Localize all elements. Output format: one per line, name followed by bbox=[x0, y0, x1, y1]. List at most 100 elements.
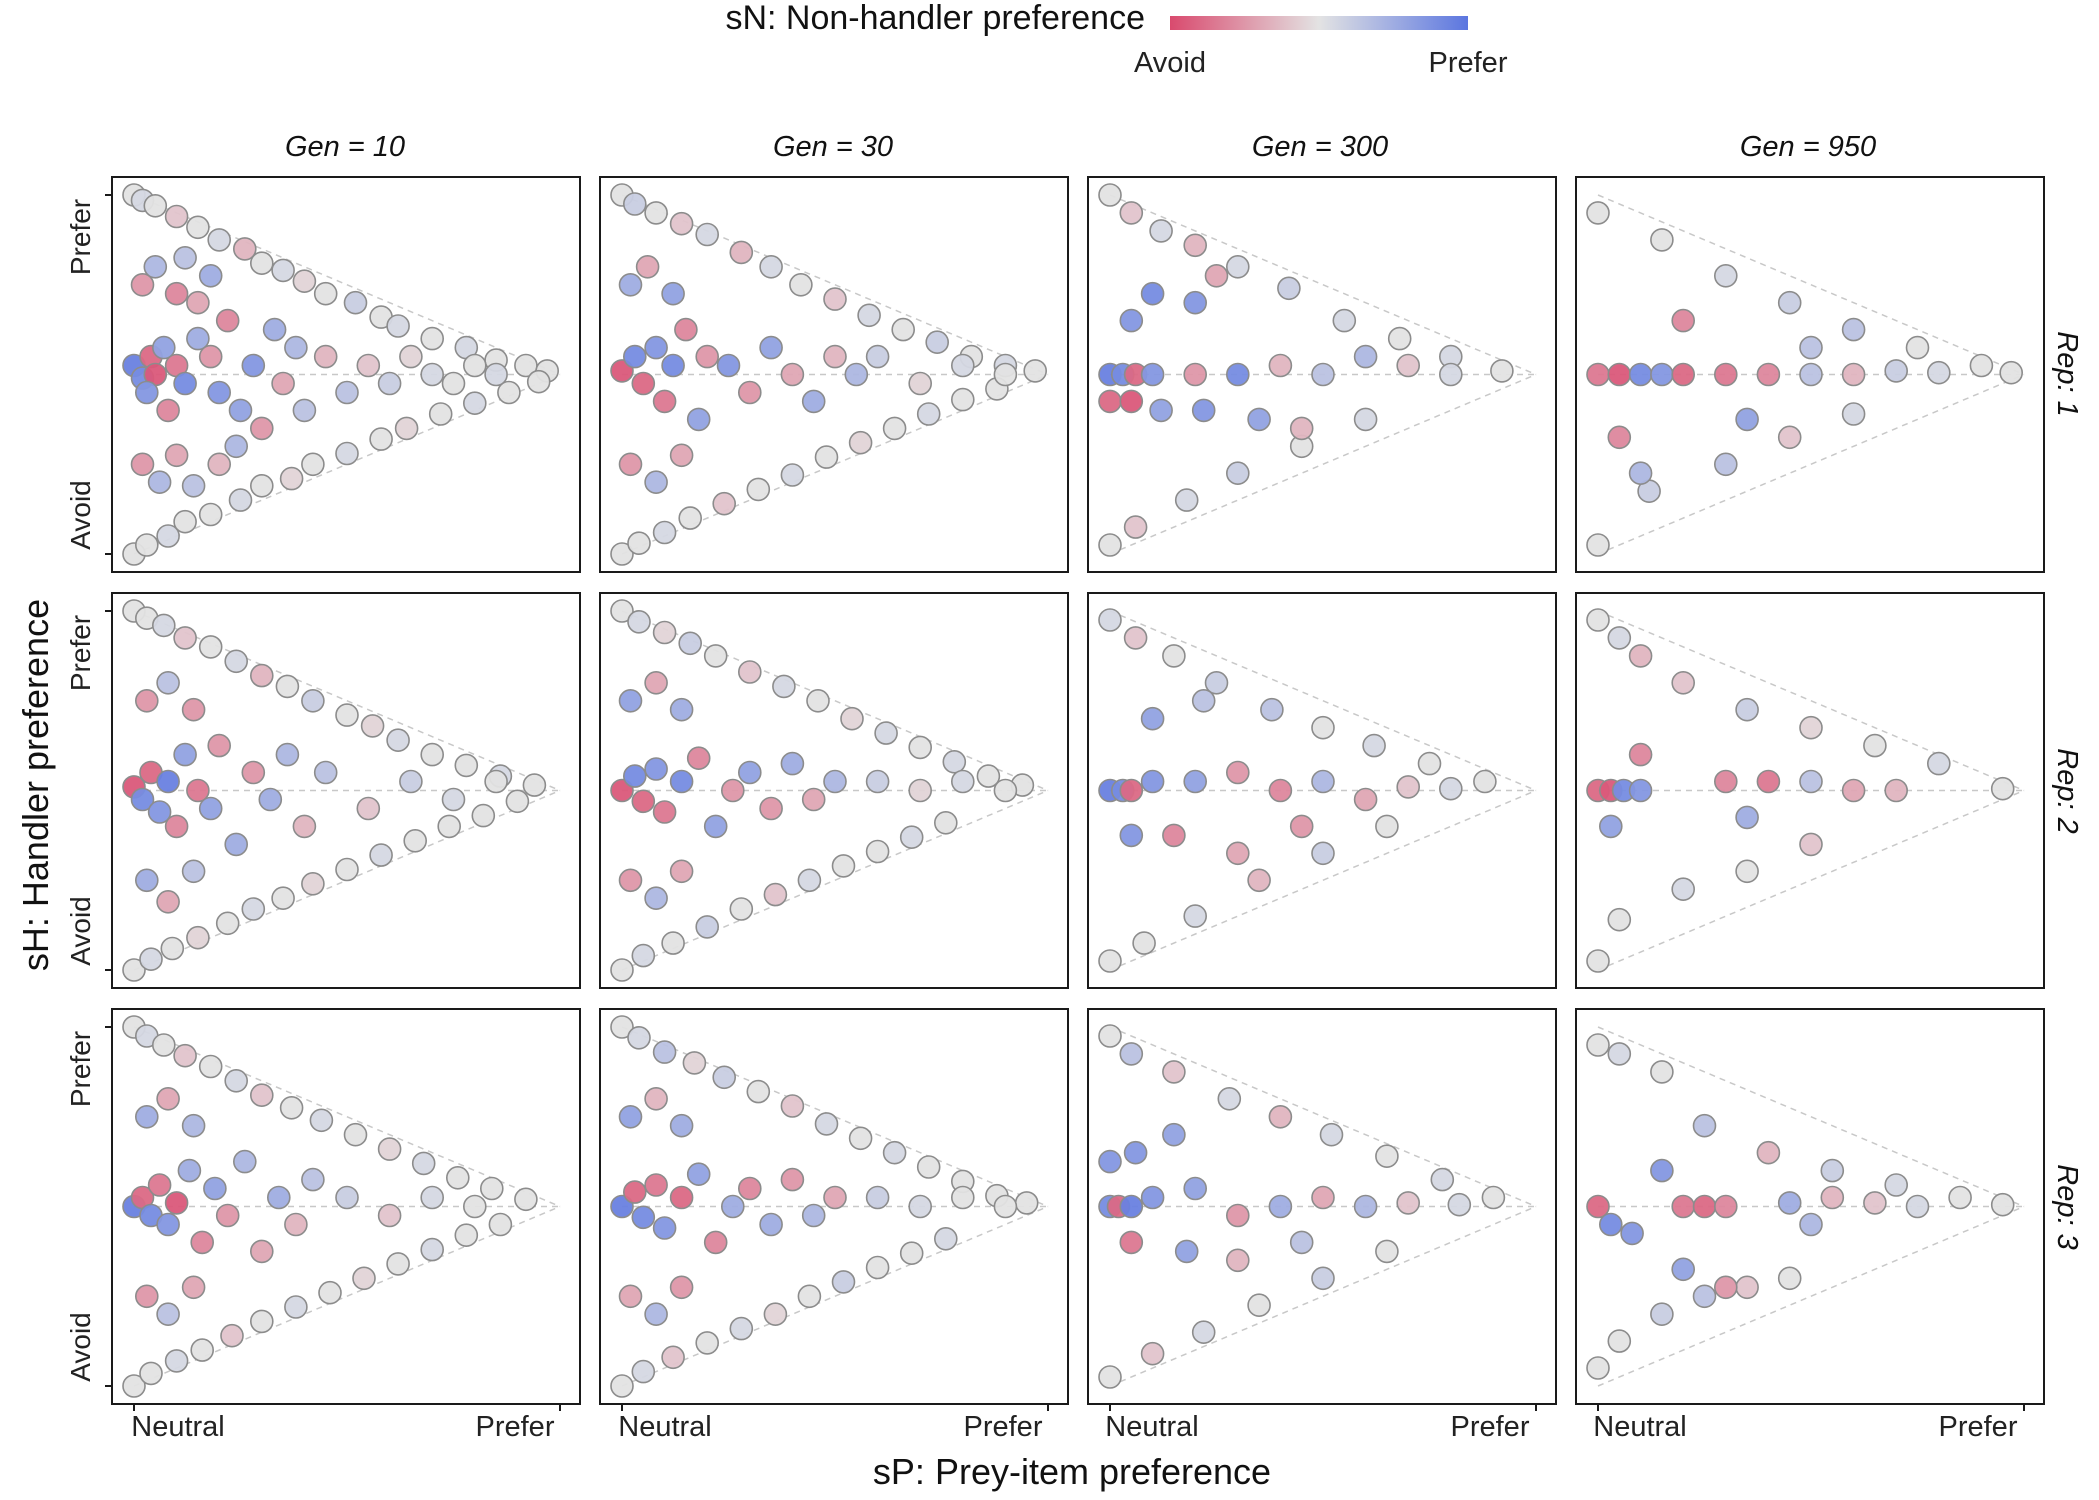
data-point bbox=[916, 402, 941, 426]
data-point bbox=[147, 1173, 172, 1197]
data-point bbox=[729, 897, 754, 921]
data-point bbox=[703, 644, 728, 668]
data-point bbox=[1671, 877, 1695, 902]
data-point bbox=[156, 769, 180, 794]
data-point bbox=[335, 441, 359, 466]
data-point bbox=[420, 326, 445, 351]
data-point bbox=[644, 670, 668, 695]
scatter-panel bbox=[105, 1008, 581, 1411]
data-point bbox=[686, 746, 711, 771]
data-point bbox=[823, 1185, 847, 1210]
data-point bbox=[1714, 1275, 1738, 1300]
data-point bbox=[445, 1166, 470, 1190]
data-point bbox=[631, 1205, 656, 1230]
data-point bbox=[335, 380, 359, 405]
data-point bbox=[618, 868, 643, 893]
data-point bbox=[462, 391, 487, 416]
data-point bbox=[899, 1241, 924, 1265]
data-point bbox=[139, 1361, 163, 1386]
data-point bbox=[173, 245, 197, 270]
data-point bbox=[1620, 1221, 1644, 1246]
data-point bbox=[1119, 823, 1144, 848]
data-point bbox=[1607, 362, 1632, 387]
col-strip-label: Gen = 30 bbox=[773, 131, 893, 163]
data-point bbox=[908, 778, 933, 803]
data-point bbox=[652, 1216, 677, 1240]
data-point bbox=[198, 635, 223, 659]
data-point bbox=[249, 416, 274, 441]
data-point bbox=[1332, 308, 1357, 333]
y-tick-label: Prefer bbox=[65, 1031, 96, 1107]
data-point bbox=[1140, 362, 1165, 387]
data-point bbox=[1628, 461, 1653, 486]
data-point bbox=[249, 1239, 274, 1264]
data-point bbox=[181, 1275, 206, 1300]
data-point bbox=[797, 1284, 822, 1309]
data-point bbox=[399, 344, 423, 369]
data-point bbox=[857, 303, 881, 328]
data-point bbox=[1756, 362, 1781, 387]
data-point bbox=[462, 1194, 487, 1219]
data-point bbox=[369, 427, 393, 451]
data-point bbox=[772, 674, 796, 699]
data-point bbox=[1119, 308, 1144, 333]
panel-frame bbox=[599, 592, 1069, 989]
data-point bbox=[1628, 644, 1653, 668]
data-point bbox=[441, 787, 466, 812]
data-point bbox=[1226, 461, 1250, 486]
data-point bbox=[652, 520, 677, 545]
data-point bbox=[271, 258, 295, 283]
data-point bbox=[198, 1054, 223, 1079]
data-point bbox=[1430, 1167, 1455, 1192]
panel-frame bbox=[111, 592, 581, 989]
data-point bbox=[399, 769, 423, 794]
data-point bbox=[865, 1185, 890, 1210]
data-point bbox=[1375, 1239, 1399, 1264]
data-point bbox=[173, 626, 197, 650]
data-point bbox=[411, 1151, 436, 1176]
data-point bbox=[759, 335, 783, 360]
data-point bbox=[497, 380, 521, 405]
data-point bbox=[484, 362, 508, 387]
data-point bbox=[1226, 760, 1250, 785]
data-point bbox=[865, 839, 890, 864]
data-point bbox=[177, 1158, 202, 1183]
data-point bbox=[882, 416, 907, 441]
data-point bbox=[484, 769, 508, 794]
data-point bbox=[335, 703, 359, 727]
data-point bbox=[526, 369, 551, 394]
data-point bbox=[622, 1180, 647, 1204]
data-point bbox=[780, 362, 805, 387]
data-point bbox=[1884, 778, 1908, 803]
data-point bbox=[1289, 814, 1314, 839]
data-point bbox=[1735, 859, 1759, 884]
data-point bbox=[1289, 1230, 1314, 1255]
data-point bbox=[181, 1113, 206, 1138]
data-point bbox=[356, 796, 381, 821]
panel-frame bbox=[599, 1008, 1069, 1405]
data-point bbox=[759, 796, 783, 821]
data-point bbox=[823, 769, 847, 794]
data-point bbox=[1884, 1173, 1908, 1197]
data-point bbox=[1247, 407, 1271, 432]
data-point bbox=[635, 254, 660, 279]
data-point bbox=[686, 407, 711, 432]
data-point bbox=[186, 925, 210, 950]
data-point bbox=[1599, 814, 1623, 839]
data-point bbox=[1289, 416, 1314, 441]
data-point bbox=[661, 931, 685, 955]
data-point bbox=[301, 452, 325, 477]
data-point bbox=[190, 1230, 214, 1255]
data-point bbox=[780, 1094, 805, 1118]
data-point bbox=[1586, 1194, 1610, 1219]
data-point bbox=[1990, 1192, 2015, 1217]
data-point bbox=[678, 631, 703, 656]
data-point bbox=[1586, 1033, 1610, 1057]
data-point bbox=[703, 814, 728, 839]
data-point bbox=[1439, 362, 1463, 387]
scatter-panel bbox=[105, 176, 581, 573]
data-point bbox=[610, 958, 634, 982]
data-point bbox=[1375, 1144, 1399, 1168]
data-point bbox=[207, 452, 231, 477]
data-point bbox=[207, 380, 231, 405]
